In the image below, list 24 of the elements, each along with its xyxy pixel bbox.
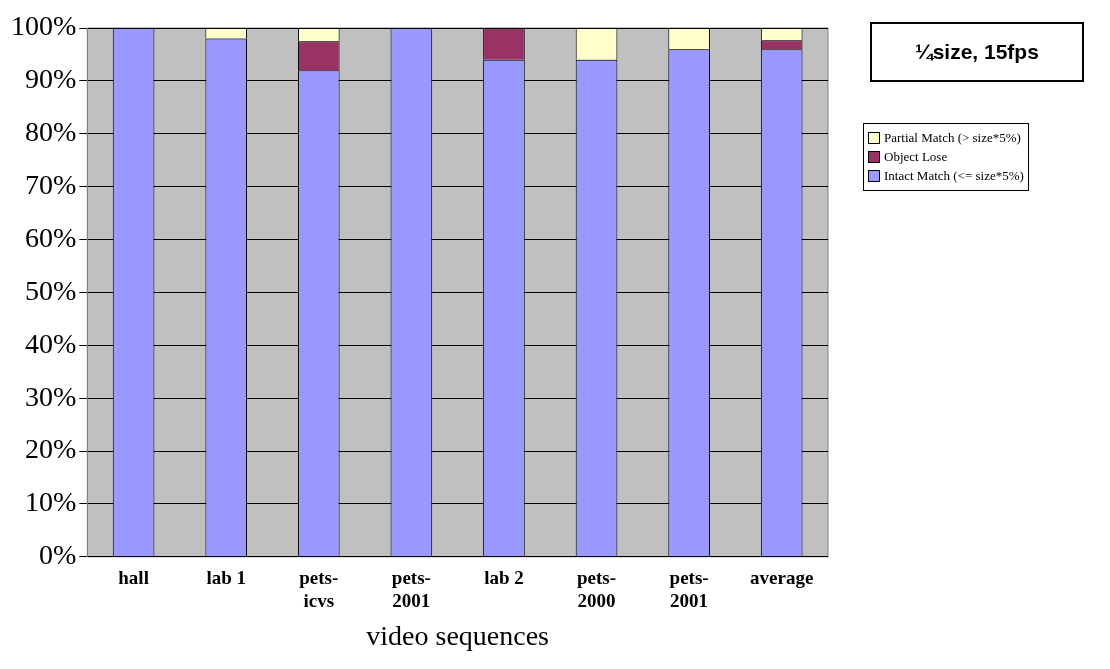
y-tick-label: 100% — [11, 10, 77, 42]
text: ¼size, 15fps — [870, 22, 1084, 82]
y-tick-label: 60% — [25, 221, 77, 253]
y-tick-label: 90% — [25, 63, 77, 95]
y-tick-label: 80% — [25, 116, 77, 148]
y-tick-label: 50% — [25, 274, 77, 306]
x-tick-label: lab 1 — [206, 567, 247, 589]
x-tick-label: pets-2001 — [669, 567, 709, 611]
x-axis-title: video sequences — [366, 619, 550, 651]
x-tick-label: hall — [118, 567, 149, 589]
x-tick-label: pets-2000 — [577, 567, 617, 611]
legend-label: Intact Match (<= size*5%) — [884, 168, 1024, 184]
x-tick-label: lab 2 — [484, 567, 524, 589]
legend-label: Object Lose — [884, 149, 948, 165]
y-tick-label: 30% — [25, 380, 77, 412]
legend-label: Partial Match (> size*5%) — [884, 130, 1021, 146]
y-tick-label: 70% — [25, 169, 77, 200]
y-tick-label: 40% — [25, 327, 77, 359]
x-tick-label: pets-icvs — [299, 567, 339, 611]
y-tick-label: 0% — [39, 539, 77, 571]
y-tick-label: 20% — [25, 433, 77, 465]
x-tick-label: pets-2001 — [391, 567, 431, 611]
y-tick-label: 10% — [25, 486, 77, 518]
x-tick-label: average — [750, 567, 814, 589]
